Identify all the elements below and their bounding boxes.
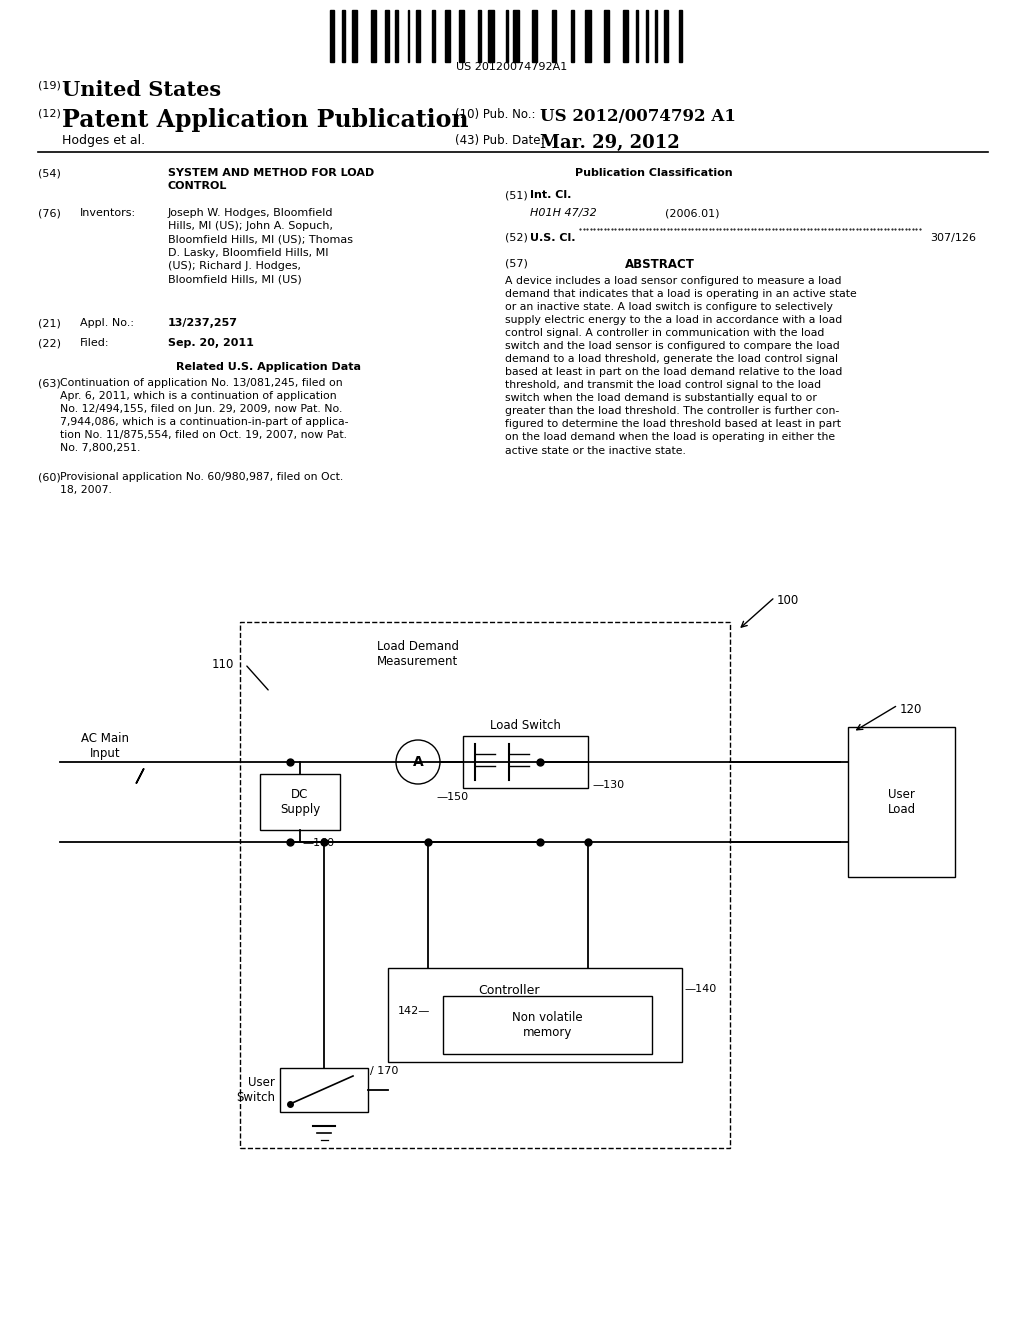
Text: US 2012/0074792 A1: US 2012/0074792 A1: [540, 108, 736, 125]
Bar: [488, 11, 494, 62]
Bar: [352, 11, 357, 62]
Bar: [388, 968, 682, 1063]
Text: —150: —150: [436, 792, 468, 803]
Bar: [586, 11, 591, 62]
Bar: [532, 11, 538, 62]
Text: Joseph W. Hodges, Bloomfield
Hills, MI (US); John A. Sopuch,
Bloomfield Hills, M: Joseph W. Hodges, Bloomfield Hills, MI (…: [168, 209, 353, 284]
Bar: [636, 11, 638, 62]
Bar: [679, 11, 682, 62]
Text: Patent Application Publication: Patent Application Publication: [62, 108, 469, 132]
Circle shape: [396, 741, 440, 784]
Bar: [571, 11, 574, 62]
Text: Controller: Controller: [478, 983, 540, 997]
Text: 307/126: 307/126: [930, 234, 976, 243]
Bar: [623, 11, 628, 62]
Text: —140: —140: [684, 983, 716, 994]
Text: Related U.S. Application Data: Related U.S. Application Data: [175, 362, 360, 372]
Text: Inventors:: Inventors:: [80, 209, 136, 218]
Text: (57): (57): [505, 257, 528, 268]
Text: Int. Cl.: Int. Cl.: [530, 190, 571, 201]
Text: Publication Classification: Publication Classification: [575, 168, 732, 178]
Bar: [445, 11, 451, 62]
Bar: [416, 11, 420, 62]
Bar: [646, 11, 648, 62]
Text: (43) Pub. Date:: (43) Pub. Date:: [455, 135, 545, 147]
Text: (63): (63): [38, 378, 60, 388]
Text: 110: 110: [212, 657, 234, 671]
Text: Sep. 20, 2011: Sep. 20, 2011: [168, 338, 254, 348]
Text: A device includes a load sensor configured to measure a load
demand that indicat: A device includes a load sensor configur…: [505, 276, 857, 455]
Text: ABSTRACT: ABSTRACT: [625, 257, 695, 271]
Text: Mar. 29, 2012: Mar. 29, 2012: [540, 135, 680, 152]
Bar: [506, 11, 508, 62]
Text: (21): (21): [38, 318, 60, 327]
Bar: [513, 11, 518, 62]
Bar: [443, 997, 652, 1053]
Text: 120: 120: [900, 704, 923, 715]
Text: 100: 100: [777, 594, 800, 607]
Text: U.S. Cl.: U.S. Cl.: [530, 234, 575, 243]
Text: Continuation of application No. 13/081,245, filed on
Apr. 6, 2011, which is a co: Continuation of application No. 13/081,2…: [60, 378, 348, 453]
Bar: [848, 727, 955, 876]
Text: H01H 47/32: H01H 47/32: [530, 209, 597, 218]
Bar: [371, 11, 376, 62]
Text: Provisional application No. 60/980,987, filed on Oct.
18, 2007.: Provisional application No. 60/980,987, …: [60, 473, 343, 495]
Text: (52): (52): [505, 234, 528, 243]
Text: Load Demand
Measurement: Load Demand Measurement: [377, 640, 459, 668]
Text: (19): (19): [38, 81, 60, 90]
Text: Appl. No.:: Appl. No.:: [80, 318, 134, 327]
Text: User
Switch: User Switch: [236, 1076, 275, 1104]
Bar: [552, 11, 556, 62]
Bar: [408, 11, 410, 62]
Text: 142—: 142—: [398, 1006, 430, 1016]
Text: (2006.01): (2006.01): [665, 209, 720, 218]
Bar: [260, 774, 340, 830]
Text: (76): (76): [38, 209, 60, 218]
Text: (54): (54): [38, 168, 60, 178]
Text: (12): (12): [38, 108, 60, 117]
Bar: [478, 11, 481, 62]
Bar: [432, 11, 434, 62]
Text: United States: United States: [62, 81, 221, 100]
Text: (10) Pub. No.:: (10) Pub. No.:: [455, 108, 536, 121]
Text: / 170: / 170: [370, 1067, 398, 1076]
Text: DC
Supply: DC Supply: [280, 788, 321, 816]
Text: Non volatile
memory: Non volatile memory: [512, 1011, 583, 1039]
Text: AC Main
Input: AC Main Input: [81, 733, 129, 760]
Text: 13/237,257: 13/237,257: [168, 318, 238, 327]
Text: (51): (51): [505, 190, 527, 201]
Text: User
Load: User Load: [888, 788, 915, 816]
Text: (60): (60): [38, 473, 60, 482]
Text: Load Switch: Load Switch: [490, 719, 561, 733]
Bar: [463, 737, 588, 788]
Bar: [654, 11, 656, 62]
Bar: [459, 11, 464, 62]
Text: —160: —160: [302, 838, 334, 847]
Text: SYSTEM AND METHOD FOR LOAD
CONTROL: SYSTEM AND METHOD FOR LOAD CONTROL: [168, 168, 374, 191]
Text: Filed:: Filed:: [80, 338, 110, 348]
Bar: [330, 11, 334, 62]
Text: US 20120074792A1: US 20120074792A1: [457, 62, 567, 73]
Bar: [280, 1068, 368, 1111]
Bar: [385, 11, 389, 62]
Bar: [395, 11, 397, 62]
Bar: [665, 11, 669, 62]
Text: (22): (22): [38, 338, 61, 348]
Bar: [240, 622, 730, 1148]
Text: —130: —130: [592, 780, 624, 789]
Bar: [604, 11, 609, 62]
Text: Hodges et al.: Hodges et al.: [62, 135, 145, 147]
Text: A: A: [413, 755, 423, 770]
Bar: [342, 11, 344, 62]
